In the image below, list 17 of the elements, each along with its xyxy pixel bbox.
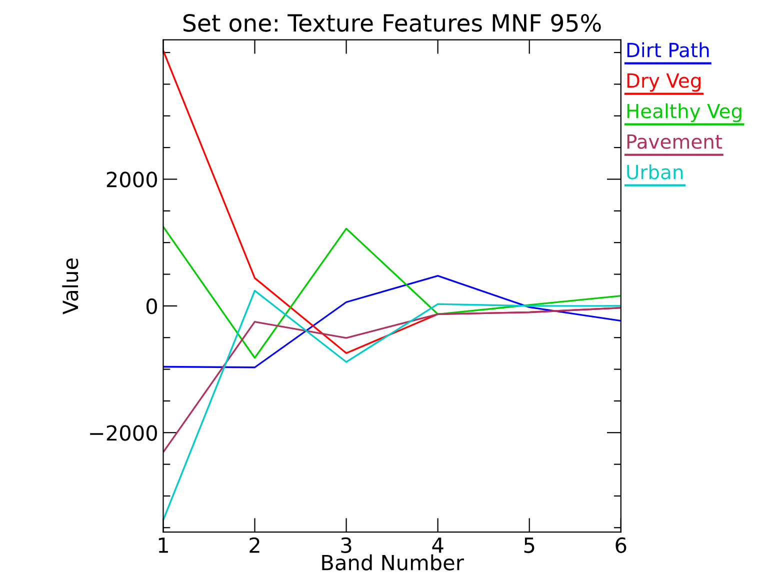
x-axis-title: Band Number (322, 554, 464, 570)
y-tick-label: −2000 (90, 425, 157, 441)
x-tick-label: 2 (250, 537, 260, 553)
text: Dry Veg (627, 73, 700, 92)
x-tick-label: 4 (432, 538, 444, 553)
y-tick-label: 2000 (106, 172, 157, 188)
text: Urban (627, 164, 683, 180)
text: Pavement (627, 134, 722, 149)
chart-title: Set one: Texture Features MNF 95% (184, 14, 601, 32)
text: Healthy Veg (627, 103, 742, 122)
x-tick-label: 1 (158, 538, 168, 553)
x-tick-label: 6 (616, 537, 626, 554)
text: Dirt Path (627, 42, 709, 58)
x-tick-label: 3 (341, 537, 352, 554)
x-tick-label: 5 (524, 538, 534, 554)
y-axis-title: Value (62, 258, 78, 314)
y-tick-label: 0 (146, 298, 157, 314)
